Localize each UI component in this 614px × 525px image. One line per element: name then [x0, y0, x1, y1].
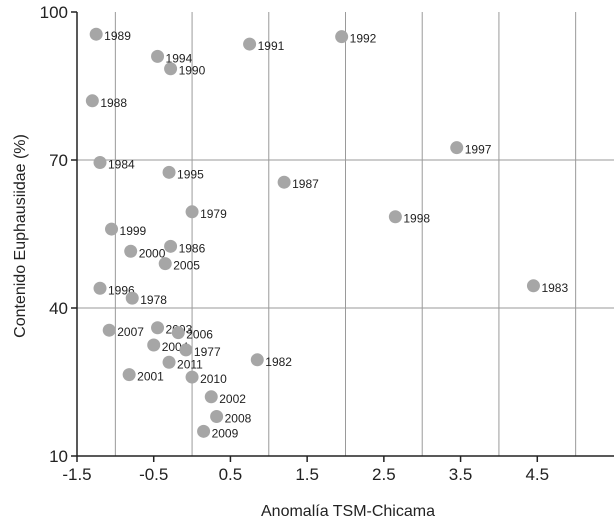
- data-point: [164, 62, 178, 76]
- data-point: [102, 323, 116, 337]
- y-tick-label: 100: [40, 3, 68, 22]
- data-point-label: 1983: [541, 281, 568, 295]
- data-point-label: 2011: [177, 357, 203, 371]
- x-tick-label: 4.5: [525, 465, 549, 484]
- data-point-label: 1984: [108, 157, 135, 171]
- data-point: [197, 424, 211, 438]
- data-point-label: 2008: [225, 412, 252, 426]
- data-point-label: 2006: [186, 328, 213, 342]
- data-point: [151, 321, 165, 335]
- data-point: [277, 175, 291, 189]
- data-point: [162, 355, 176, 369]
- data-point: [125, 291, 139, 305]
- data-point: [526, 279, 540, 293]
- data-point-label: 2005: [173, 259, 200, 273]
- data-point: [89, 27, 103, 41]
- data-point-label: 2002: [219, 392, 246, 406]
- data-point-label: 1994: [166, 51, 193, 65]
- data-point: [164, 239, 178, 253]
- data-point-label: 2009: [212, 426, 239, 440]
- y-axis-label: Contenido Euphausiidae (%): [12, 134, 29, 338]
- data-point-label: 2007: [117, 325, 144, 339]
- data-point-label: 2000: [139, 246, 166, 260]
- data-point-label: 2010: [200, 372, 227, 386]
- data-point: [185, 205, 199, 219]
- x-tick-label: -1.5: [62, 465, 91, 484]
- data-point: [158, 257, 172, 271]
- data-point-label: 1998: [403, 212, 430, 226]
- data-point: [243, 37, 257, 51]
- x-tick-label: 3.5: [449, 465, 473, 484]
- x-axis-label: Anomalía TSM-Chicama: [261, 503, 435, 520]
- data-point: [124, 244, 138, 258]
- data-point: [147, 338, 161, 352]
- data-point: [250, 353, 264, 367]
- y-tick-label: 10: [49, 447, 68, 466]
- data-point-label: 1995: [177, 167, 204, 181]
- data-point: [204, 390, 218, 404]
- data-point: [388, 210, 402, 224]
- data-point: [162, 165, 176, 179]
- data-point: [93, 281, 107, 295]
- y-tick-label: 40: [49, 299, 68, 318]
- data-point: [105, 222, 119, 236]
- axes: [71, 11, 614, 462]
- data-point-label: 1986: [179, 241, 206, 255]
- x-tick-label: -0.5: [139, 465, 168, 484]
- data-point: [151, 49, 165, 63]
- data-point-label: 1987: [292, 177, 319, 191]
- data-point-label: 1977: [194, 345, 221, 359]
- grid: [77, 12, 614, 456]
- data-point-label: 1991: [258, 39, 285, 53]
- data-point-label: 1990: [179, 64, 206, 78]
- data-point-label: 2001: [137, 370, 164, 384]
- data-point-label: 1992: [350, 32, 377, 46]
- data-point-label: 1988: [100, 96, 127, 110]
- x-tick-label: 0.5: [219, 465, 243, 484]
- data-point: [93, 155, 107, 169]
- data-point: [335, 30, 349, 44]
- data-point: [185, 370, 199, 384]
- x-tick-label: 1.5: [295, 465, 319, 484]
- data-point: [85, 94, 99, 108]
- data-point: [171, 326, 185, 340]
- data-point-label: 1999: [120, 224, 147, 238]
- data-point-label: 1979: [200, 207, 227, 221]
- data-point: [450, 141, 464, 155]
- data-point-label: 1982: [265, 355, 292, 369]
- x-tick-labels: -1.5 -0.5 0.5 1.5 2.5 3.5 4.5: [62, 465, 549, 484]
- data-point-label: 1997: [465, 143, 492, 157]
- y-tick-labels: 10 40 70 100: [40, 3, 68, 466]
- data-point-label: 1978: [140, 293, 167, 307]
- y-tick-label: 70: [49, 151, 68, 170]
- data-point: [179, 343, 193, 357]
- data-point: [210, 410, 224, 424]
- data-point: [122, 368, 136, 382]
- data-point-label: 1989: [104, 29, 131, 43]
- x-tick-label: 2.5: [372, 465, 396, 484]
